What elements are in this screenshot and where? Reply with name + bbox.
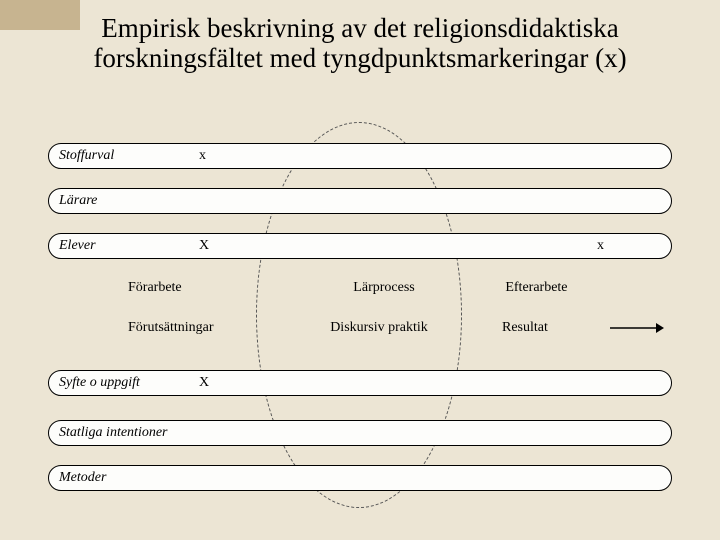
- slide: Empirisk beskrivning av det religionsdid…: [0, 0, 720, 540]
- page-title: Empirisk beskrivning av det religionsdid…: [0, 14, 720, 73]
- row-x1: x: [199, 148, 206, 164]
- row-syfte: Syfte o uppgift X: [48, 370, 672, 396]
- row-x2: x: [597, 238, 604, 254]
- center-ellipse: [256, 122, 462, 508]
- row-label: Statliga intentioner: [49, 425, 168, 441]
- stage-line-2: Förutsättningar Diskursiv praktik Result…: [56, 320, 668, 336]
- row-metoder: Metoder: [48, 465, 672, 491]
- stage-center: Diskursiv praktik: [294, 320, 462, 336]
- stage-left: Förutsättningar: [56, 320, 294, 336]
- stage-center: Lärprocess: [291, 280, 466, 296]
- row-stoffurval: Stoffurval x: [48, 143, 672, 169]
- row-label: Lärare: [49, 193, 97, 209]
- row-x1: X: [199, 375, 209, 391]
- row-label: Elever: [49, 238, 96, 254]
- stage-left: Förarbete: [56, 280, 291, 296]
- stage-line-1: Förarbete Lärprocess Efterarbete: [56, 280, 668, 296]
- row-statliga: Statliga intentioner: [48, 420, 672, 446]
- row-elever: Elever X x: [48, 233, 672, 259]
- row-label: Stoffurval: [49, 148, 114, 164]
- row-label: Syfte o uppgift: [49, 375, 140, 391]
- row-label: Metoder: [49, 470, 106, 486]
- stage-right: Efterarbete: [465, 280, 668, 296]
- row-larare: Lärare: [48, 188, 672, 214]
- arrow-icon: [610, 322, 664, 334]
- row-x1: X: [199, 238, 209, 254]
